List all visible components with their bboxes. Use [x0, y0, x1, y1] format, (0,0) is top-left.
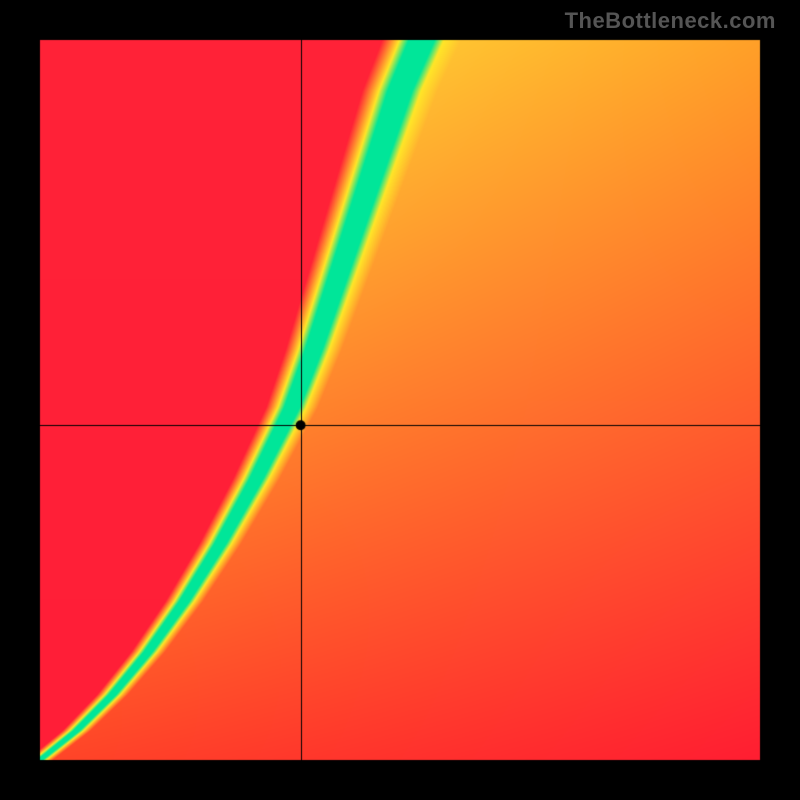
heatmap-chart: [0, 0, 800, 800]
watermark-text: TheBottleneck.com: [565, 8, 776, 34]
chart-container: TheBottleneck.com: [0, 0, 800, 800]
